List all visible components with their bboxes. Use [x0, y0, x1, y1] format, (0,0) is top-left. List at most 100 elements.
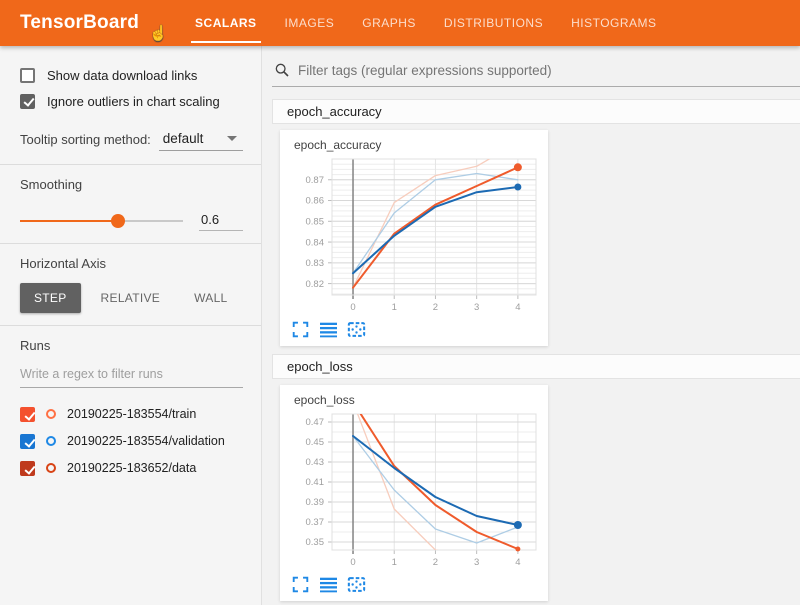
- runs-regex-input[interactable]: [20, 363, 243, 388]
- series-train_smoothed-end-dot: [515, 546, 521, 552]
- sidebar: Show data download links Ignore outliers…: [0, 46, 262, 605]
- smoothing-value-field[interactable]: 0.6: [199, 210, 243, 231]
- svg-text:0.85: 0.85: [306, 216, 325, 227]
- tooltip-sorting-dropdown[interactable]: default: [158, 128, 243, 151]
- run-checkbox-data[interactable]: [20, 460, 35, 476]
- svg-text:0.39: 0.39: [306, 497, 325, 508]
- chart-title: epoch_loss: [294, 393, 355, 407]
- fit-domain-icon[interactable]: [346, 575, 366, 593]
- show-download-links-row[interactable]: Show data download links: [20, 62, 243, 88]
- tooltip-sorting-value: default: [162, 130, 204, 146]
- horizontal-axis-buttons: STEP RELATIVE WALL: [20, 283, 243, 313]
- run-label: 20190225-183652/data: [67, 461, 197, 475]
- axis-relative-button[interactable]: RELATIVE: [100, 291, 161, 305]
- series-validation_smoothed-end-dot: [513, 521, 522, 529]
- svg-text:0.83: 0.83: [306, 258, 325, 269]
- toggle-y-axis-icon[interactable]: [318, 320, 338, 338]
- series-train: [352, 159, 491, 289]
- search-icon: [275, 63, 289, 77]
- run-color-circle: [46, 463, 56, 473]
- svg-text:0.43: 0.43: [306, 457, 325, 468]
- series-train: [356, 414, 439, 550]
- epoch-accuracy-chart: 0.82 0.83 0.84 0.85 0.86 0.87 0 1 2 3 4: [306, 158, 537, 313]
- series-validation: [352, 172, 519, 274]
- svg-text:0.87: 0.87: [306, 175, 325, 186]
- svg-text:1: 1: [392, 302, 397, 313]
- svg-text:4: 4: [515, 557, 520, 568]
- svg-text:0.35: 0.35: [306, 537, 325, 548]
- tag-filter-row: [272, 46, 800, 87]
- svg-text:4: 4: [515, 302, 520, 313]
- series-validation_smoothed: [352, 186, 519, 275]
- svg-text:0: 0: [350, 557, 355, 568]
- show-download-links-label: Show data download links: [47, 67, 198, 83]
- ignore-outliers-label: Ignore outliers in chart scaling: [47, 93, 220, 109]
- main-panel: epoch_accuracy epoch_accuracy 0.820.830.…: [262, 46, 800, 605]
- show-download-links-checkbox[interactable]: [20, 67, 35, 83]
- svg-text:0.84: 0.84: [306, 237, 325, 248]
- fit-domain-icon[interactable]: [346, 320, 366, 338]
- section-title: epoch_loss: [287, 359, 353, 374]
- smoothing-label: Smoothing: [20, 177, 83, 192]
- svg-text:0.45: 0.45: [306, 437, 325, 448]
- chart-card-epoch-accuracy: epoch_accuracy 0.82 0.83 0.84 0.85 0.86 0.87 0…: [280, 130, 548, 346]
- tab-images[interactable]: IMAGES: [284, 16, 335, 30]
- run-checkbox-train[interactable]: [20, 406, 35, 422]
- tab-bar: SCALARS IMAGES GRAPHS DISTRIBUTIONS HIST…: [181, 0, 671, 46]
- section-header-epoch-accuracy[interactable]: epoch_accuracy: [272, 99, 800, 124]
- runs-label: Runs: [20, 338, 51, 353]
- series-train_smoothed: [352, 166, 519, 289]
- svg-text:1: 1: [392, 557, 397, 568]
- tab-graphs[interactable]: GRAPHS: [362, 16, 416, 30]
- tag-filter-input[interactable]: [298, 62, 800, 78]
- svg-text:3: 3: [474, 557, 479, 568]
- svg-text:0.82: 0.82: [306, 279, 325, 290]
- smoothing-slider-fill: [20, 219, 118, 222]
- tab-scalars[interactable]: SCALARS: [181, 0, 271, 46]
- tooltip-sorting-label: Tooltip sorting method:: [20, 131, 151, 147]
- chart-card-epoch-loss: epoch_loss 0.35 0.37 0.39 0.41 0.43 0.45 0.47 0…: [280, 385, 548, 601]
- run-label: 20190225-183554/train: [67, 407, 197, 421]
- smoothing-slider[interactable]: [20, 213, 183, 228]
- series-train_smoothed-end-dot: [513, 163, 522, 172]
- axis-step-button[interactable]: STEP: [20, 283, 81, 313]
- chart-toolbar: [280, 318, 548, 346]
- run-color-circle: [46, 436, 56, 446]
- horizontal-axis-label: Horizontal Axis: [20, 256, 106, 271]
- tab-distributions[interactable]: DISTRIBUTIONS: [443, 16, 544, 30]
- epoch-loss-chart: 0.35 0.37 0.39 0.41 0.43 0.45 0.47 0 1 2 3 4: [306, 413, 537, 568]
- run-item-train[interactable]: 20190225-183554/train: [20, 401, 243, 427]
- chevron-down-icon: [227, 135, 237, 141]
- expand-chart-icon[interactable]: [290, 575, 310, 593]
- section-title: epoch_accuracy: [287, 104, 382, 119]
- app-title: TensorBoard: [20, 12, 140, 33]
- divider: [0, 243, 261, 244]
- run-label: 20190225-183554/validation: [67, 434, 225, 448]
- svg-text:0.47: 0.47: [306, 417, 325, 428]
- ignore-outliers-row[interactable]: Ignore outliers in chart scaling: [20, 88, 243, 114]
- svg-text:2: 2: [433, 557, 438, 568]
- axis-wall-button[interactable]: WALL: [194, 291, 228, 305]
- svg-text:0.41: 0.41: [306, 477, 325, 488]
- series-validation_smoothed-end-dot: [514, 183, 522, 191]
- ignore-outliers-checkbox[interactable]: [20, 93, 35, 109]
- smoothing-slider-thumb[interactable]: [110, 213, 125, 228]
- tab-histograms[interactable]: HISTOGRAMS: [571, 16, 657, 30]
- series-validation_smoothed: [352, 435, 519, 526]
- run-color-circle: [46, 409, 56, 419]
- divider: [0, 164, 261, 165]
- toggle-y-axis-icon[interactable]: [318, 575, 338, 593]
- run-item-data[interactable]: 20190225-183652/data: [20, 455, 243, 481]
- smoothing-slider-row: 0.6: [20, 210, 243, 231]
- svg-text:2: 2: [433, 302, 438, 313]
- chart-toolbar: [280, 573, 548, 601]
- svg-text:0.86: 0.86: [306, 196, 325, 207]
- divider: [0, 325, 261, 326]
- run-item-validation[interactable]: 20190225-183554/validation: [20, 428, 243, 454]
- section-header-epoch-loss[interactable]: epoch_loss: [272, 354, 800, 379]
- mouse-cursor-icon: ☝: [149, 25, 168, 42]
- expand-chart-icon[interactable]: [290, 320, 310, 338]
- app-header: TensorBoard SCALARS IMAGES GRAPHS DISTRI…: [0, 0, 800, 46]
- run-checkbox-validation[interactable]: [20, 433, 35, 449]
